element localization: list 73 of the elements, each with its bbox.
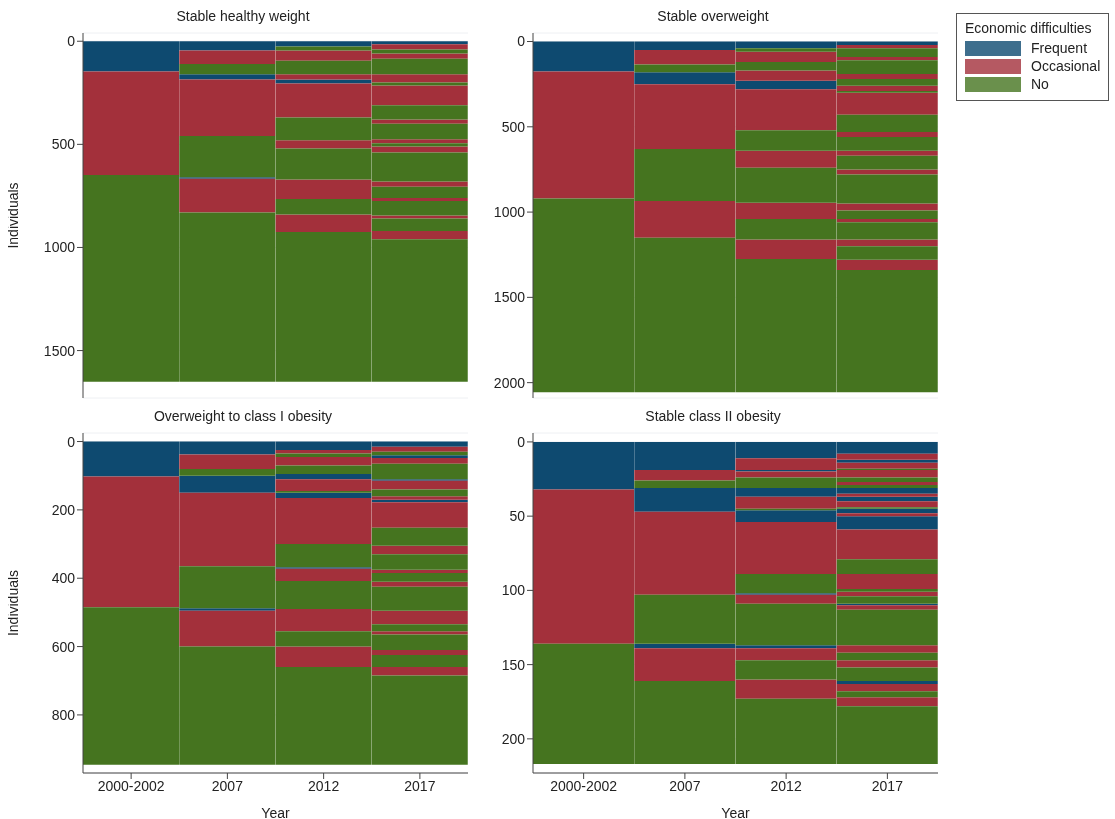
- legend-label: Frequent: [1031, 40, 1088, 56]
- bar: [836, 574, 938, 589]
- legend-title: Economic difficulties: [965, 20, 1093, 36]
- bar: [371, 218, 468, 231]
- bar: [371, 119, 468, 124]
- x-tick-label: 2007: [211, 777, 244, 794]
- bar: [371, 44, 468, 50]
- x-tick-label: 2012: [770, 777, 802, 794]
- bar: [371, 455, 468, 458]
- legend-label: Occasional: [1031, 58, 1101, 74]
- bar: [371, 624, 468, 632]
- y-tick-label: 400: [51, 570, 76, 587]
- x-axis-title: Year: [721, 805, 750, 819]
- x-axis-title: Year: [261, 805, 290, 819]
- bar: [836, 169, 938, 175]
- bar: [371, 186, 468, 198]
- bar: [371, 667, 468, 676]
- bar: [275, 492, 372, 498]
- bar: [836, 496, 938, 502]
- y-tick-label: 0: [517, 33, 526, 50]
- y-tick-label: 1500: [43, 342, 76, 359]
- bar: [371, 82, 468, 86]
- chart-title: Overweight to class I obesity: [152, 408, 334, 426]
- y-tick-label: 600: [51, 638, 76, 655]
- chart-title: Stable class II obesity: [644, 408, 782, 426]
- x-tick-label: 2017: [871, 777, 904, 794]
- y-tick-label: 800: [51, 706, 76, 723]
- bar: [836, 652, 938, 661]
- y-tick-label: 500: [501, 118, 526, 135]
- y-tick-label: 0: [517, 433, 526, 450]
- y-tick-label: 0: [67, 433, 76, 450]
- bar: [836, 680, 938, 684]
- bar: [371, 655, 468, 668]
- bar: [836, 691, 938, 698]
- bar: [836, 596, 938, 604]
- y-tick-label: 1000: [43, 239, 76, 256]
- bar: [836, 79, 938, 86]
- bar: [836, 210, 938, 219]
- y-tick-label: 1500: [493, 289, 526, 306]
- x-tick-label: 2000-2002: [550, 777, 618, 794]
- y-tick-label: 2000: [493, 374, 526, 391]
- bar: [275, 79, 372, 84]
- y-tick-label: 0: [67, 33, 76, 50]
- legend-label: No: [1031, 76, 1049, 92]
- bar: [836, 131, 938, 138]
- x-tick-label: 2017: [404, 777, 436, 794]
- bar: [371, 581, 468, 587]
- y-tick-label: 100: [501, 582, 526, 599]
- bar: [836, 605, 938, 610]
- chart-title: Stable healthy weight: [175, 8, 311, 26]
- bar: [371, 631, 468, 635]
- bar: [179, 74, 276, 80]
- bar: [836, 459, 938, 463]
- y-tick-label: 50: [509, 508, 526, 525]
- y-axis-title: Individuals: [4, 182, 21, 249]
- bar: [371, 545, 468, 555]
- y-axis-title: Individuals: [4, 569, 21, 637]
- y-tick-label: 200: [501, 730, 526, 747]
- bar: [371, 143, 468, 147]
- x-tick-label: 2007: [669, 777, 701, 794]
- bar: [836, 513, 938, 517]
- y-tick-label: 200: [51, 501, 76, 518]
- y-tick-label: 500: [51, 136, 76, 153]
- x-tick-label: 2000-2002: [97, 777, 165, 794]
- bar: [836, 493, 938, 497]
- y-tick-label: 1000: [493, 204, 526, 221]
- bar: [179, 608, 276, 611]
- chart-title: Stable overweight: [656, 8, 770, 26]
- bar: [836, 259, 938, 271]
- bar: [836, 660, 938, 668]
- y-tick-label: 150: [501, 656, 526, 673]
- x-tick-label: 2012: [308, 777, 340, 794]
- bar: [836, 559, 938, 575]
